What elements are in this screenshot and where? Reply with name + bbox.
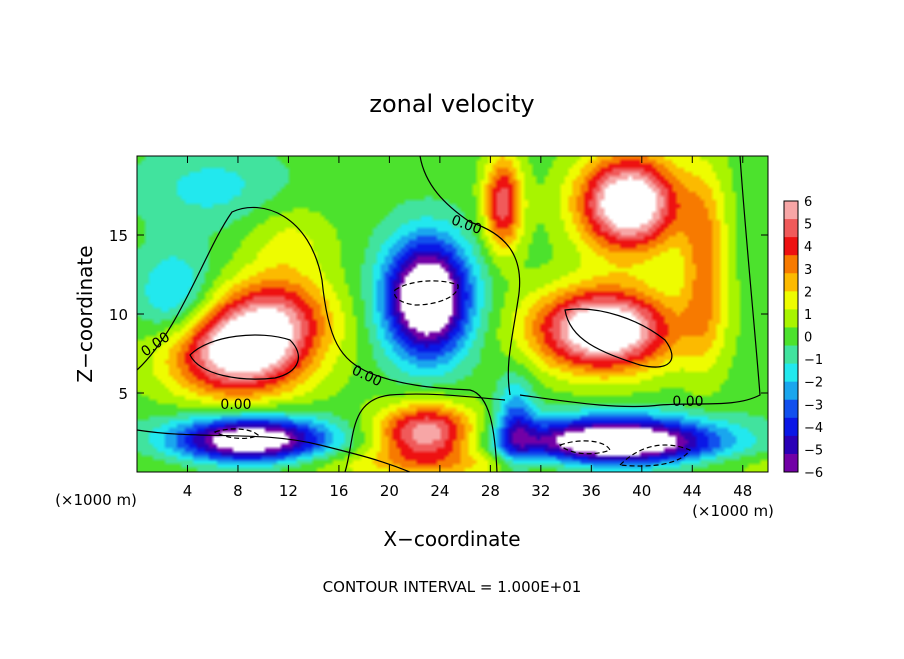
x-tick-label: 44	[683, 482, 702, 500]
contour-zero-center	[344, 393, 506, 472]
colorbar-swatch	[784, 345, 798, 365]
colorbar-label: 0	[804, 331, 812, 346]
x-tick-label: 8	[233, 482, 243, 500]
contour-interval-footer: CONTOUR INTERVAL = 1.000E+01	[323, 578, 582, 596]
colorbar-swatch	[784, 309, 798, 328]
contour-lines	[137, 156, 761, 472]
colorbar-swatch	[784, 219, 798, 238]
x-tick-label: 4	[183, 482, 193, 500]
colorbar-label: 4	[804, 240, 812, 255]
colorbar-label: 5	[804, 218, 812, 233]
colorbar-frame	[783, 200, 799, 473]
x-axis-label: X−coordinate	[383, 527, 520, 551]
colorbar-swatch	[784, 453, 798, 473]
colorbar-label: 6	[804, 195, 812, 210]
x-tick-label: 28	[481, 482, 500, 500]
colorbar-swatch	[784, 417, 798, 437]
contour-positive-left	[189, 334, 299, 380]
colorbar: 6 5 4 3 2 1 0 −1 −2 −3 −4 −5 −6	[783, 195, 823, 481]
colorbar-label: −5	[804, 443, 823, 458]
x-tick-label: 12	[279, 482, 298, 500]
colorbar-swatch	[784, 435, 798, 455]
x-tick-label: 36	[582, 482, 601, 500]
y-axis: 5 10 15	[109, 227, 768, 403]
contour-zero-left	[137, 206, 498, 472]
heatmap	[137, 156, 768, 472]
colorbar-swatch	[784, 399, 798, 419]
colorbar-swatch	[784, 201, 798, 220]
y-tick-label: 10	[109, 306, 128, 324]
x-tick-label: 40	[632, 482, 651, 500]
x-tick-label: 32	[531, 482, 550, 500]
colorbar-label: 2	[804, 285, 812, 300]
colorbar-swatch	[784, 381, 798, 401]
x-tick-label: 48	[733, 482, 752, 500]
plot-area: 0.00 0.00 0.00 0.00 0.00	[136, 155, 769, 473]
colorbar-swatch	[784, 327, 798, 347]
contour-negative-center	[393, 280, 459, 306]
x-tick-label: 24	[430, 482, 449, 500]
contour-negative-bottom-right	[558, 440, 691, 467]
contour-zero-right	[519, 156, 761, 408]
chart-title: zonal velocity	[369, 90, 534, 118]
x-unit-left: (×1000 m)	[55, 491, 137, 509]
contour-label: 0.00	[220, 397, 251, 413]
x-tick-label: 20	[380, 482, 399, 500]
colorbar-label: −6	[804, 466, 823, 481]
x-tick-label: 16	[329, 482, 348, 500]
colorbar-swatch	[784, 363, 798, 383]
contour-label: 0.00	[672, 394, 703, 410]
contour-positive-right	[564, 308, 673, 368]
colorbar-label: −1	[804, 353, 823, 368]
y-tick-label: 15	[109, 227, 128, 245]
contour-zero-upper	[419, 156, 521, 396]
contour-negative-bottom-left	[213, 428, 260, 439]
y-axis-label: Z−coordinate	[73, 245, 97, 382]
colorbar-swatch	[784, 291, 798, 310]
colorbar-label: −4	[804, 421, 823, 436]
x-unit-right: (×1000 m)	[692, 502, 774, 520]
colorbar-swatch	[784, 237, 798, 256]
y-tick-label: 5	[118, 385, 128, 403]
colorbar-label: 3	[804, 263, 812, 278]
colorbar-swatch	[784, 273, 798, 292]
colorbar-label: −3	[804, 398, 823, 413]
contour-zero-bottom	[137, 429, 411, 472]
x-axis: 4 8 12 16 20 24 28 32 36 40 44 48	[183, 156, 752, 500]
colorbar-label: −2	[804, 376, 823, 391]
colorbar-label: 1	[804, 308, 812, 323]
colorbar-swatch	[784, 255, 798, 274]
